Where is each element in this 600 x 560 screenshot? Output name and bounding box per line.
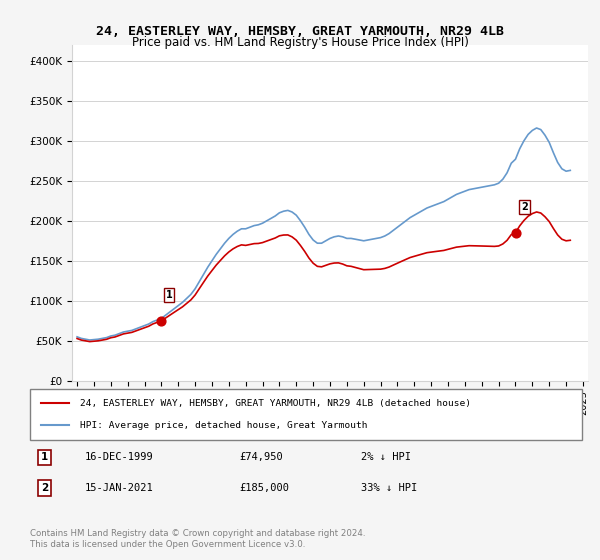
Text: Contains HM Land Registry data © Crown copyright and database right 2024.
This d: Contains HM Land Registry data © Crown c… (30, 529, 365, 549)
Text: 2: 2 (41, 483, 48, 493)
Text: £185,000: £185,000 (240, 483, 290, 493)
Text: HPI: Average price, detached house, Great Yarmouth: HPI: Average price, detached house, Grea… (80, 421, 367, 430)
Text: 15-JAN-2021: 15-JAN-2021 (85, 483, 154, 493)
Point (511, 228, 521, 237)
Text: 1: 1 (166, 291, 173, 300)
Text: Price paid vs. HM Land Registry's House Price Index (HPI): Price paid vs. HM Land Registry's House … (131, 36, 469, 49)
Text: 2% ↓ HPI: 2% ↓ HPI (361, 452, 411, 462)
FancyBboxPatch shape (30, 389, 582, 440)
Text: 24, EASTERLEY WAY, HEMSBY, GREAT YARMOUTH, NR29 4LB (detached house): 24, EASTERLEY WAY, HEMSBY, GREAT YARMOUT… (80, 399, 470, 408)
Text: 24, EASTERLEY WAY, HEMSBY, GREAT YARMOUTH, NR29 4LB: 24, EASTERLEY WAY, HEMSBY, GREAT YARMOUT… (96, 25, 504, 38)
Text: 16-DEC-1999: 16-DEC-1999 (85, 452, 154, 462)
Point (156, 316, 166, 325)
Text: 33% ↓ HPI: 33% ↓ HPI (361, 483, 418, 493)
Text: 2: 2 (521, 202, 528, 212)
Text: £74,950: £74,950 (240, 452, 284, 462)
Text: 1: 1 (41, 452, 48, 462)
